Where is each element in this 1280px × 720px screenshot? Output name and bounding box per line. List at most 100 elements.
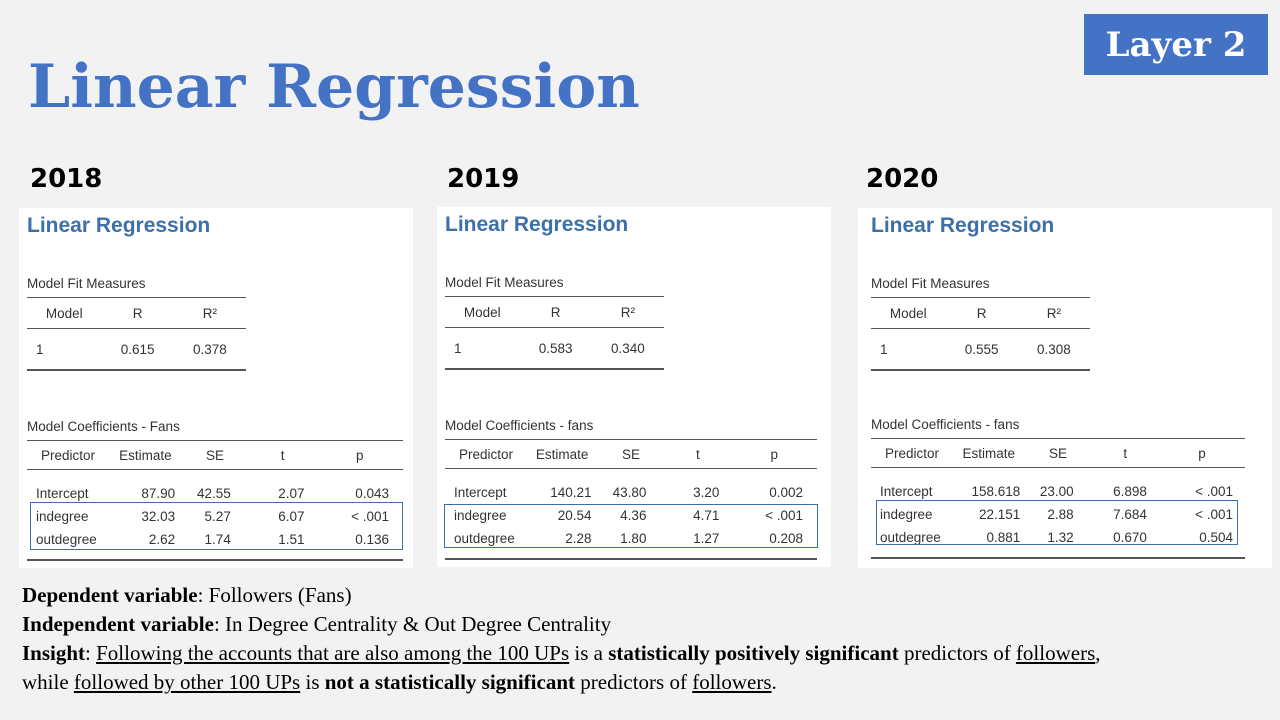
- coefficients-caption: Model Coefficients - fans: [871, 417, 1020, 432]
- header-t: t: [280, 447, 285, 463]
- insight-label: Insight: [22, 641, 86, 665]
- cell-r: 0.555: [964, 341, 999, 357]
- model-fit-caption: Model Fit Measures: [27, 276, 146, 291]
- cell-r: 0.583: [538, 340, 573, 356]
- cell-p: 0.043: [355, 486, 389, 501]
- insight-text: ,: [1095, 641, 1101, 665]
- table-row: Intercept 158.618 23.00 6.898 < .001: [871, 468, 1245, 504]
- regression-panel-2019: Linear Regression Model Fit Measures Mod…: [437, 207, 831, 567]
- cell-se: 43.80: [612, 485, 647, 500]
- cell-r2: 0.378: [192, 341, 227, 357]
- cell-p: < .001: [351, 509, 389, 524]
- header-r2: R²: [1046, 305, 1061, 321]
- table-row: indegree 22.151 2.88 7.684 < .001: [871, 503, 1245, 526]
- independent-variable-label: Independent variable: [22, 612, 214, 636]
- year-label-2019: 2019: [447, 164, 520, 194]
- cell-t: 1.51: [278, 532, 305, 547]
- cell-t: 6.07: [278, 509, 305, 524]
- insight-not-significant: not a statistically significant: [324, 670, 575, 694]
- cell-se: 2.88: [1047, 507, 1074, 522]
- header-t: t: [1123, 445, 1128, 461]
- cell-predictor: Intercept: [36, 486, 89, 501]
- cell-se: 1.74: [204, 532, 231, 547]
- cell-p: 0.208: [769, 531, 803, 546]
- insight-text: while: [22, 670, 74, 694]
- insight-text: is: [300, 670, 325, 694]
- coefficients-table: Predictor Estimate SE t p Intercept 140.…: [445, 439, 817, 560]
- header-predictor: Predictor: [459, 446, 514, 462]
- cell-predictor: outdegree: [36, 532, 97, 547]
- coefficients-table: Predictor Estimate SE t p Intercept 87.9…: [27, 440, 403, 561]
- cell-t: 7.684: [1113, 507, 1147, 522]
- header-estimate: Estimate: [962, 445, 1016, 461]
- table-row: outdegree 2.28 1.80 1.27 0.208: [445, 527, 817, 559]
- table-row: outdegree 2.62 1.74 1.51 0.136: [27, 528, 403, 560]
- cell-se: 4.36: [620, 508, 647, 523]
- cell-r2: 0.308: [1036, 341, 1071, 357]
- coefficients-caption: Model Coefficients - fans: [445, 418, 594, 433]
- cell-estimate: 2.62: [148, 532, 176, 547]
- insight-line-2: while followed by other 100 UPs is not a…: [22, 668, 1262, 697]
- cell-p: 0.136: [355, 532, 389, 547]
- cell-se: 23.00: [1039, 484, 1074, 499]
- model-fit-table: Model R R² 1 0.555 0.308: [871, 297, 1090, 371]
- notes-block: Dependent variable: Followers (Fans) Ind…: [22, 581, 1262, 697]
- insight-following-phrase: Following the accounts that are also amo…: [96, 641, 570, 665]
- header-r2: R²: [202, 305, 217, 321]
- cell-estimate: 2.28: [565, 531, 592, 546]
- cell-estimate: 20.54: [557, 508, 592, 523]
- cell-predictor: outdegree: [454, 531, 515, 546]
- cell-p: 0.504: [1199, 530, 1233, 545]
- cell-estimate: 140.21: [550, 485, 592, 500]
- cell-p: 0.002: [769, 485, 803, 500]
- header-r: R: [550, 304, 561, 320]
- cell-predictor: indegree: [880, 507, 933, 522]
- header-se: SE: [205, 447, 224, 463]
- cell-se: 5.27: [204, 509, 231, 524]
- cell-t: 6.898: [1113, 484, 1147, 499]
- cell-estimate: 0.881: [986, 530, 1021, 545]
- layer-badge: Layer 2: [1084, 14, 1268, 75]
- dependent-variable-label: Dependent variable: [22, 583, 198, 607]
- cell-r: 0.615: [120, 341, 155, 357]
- independent-variable-line: Independent variable: In Degree Centrali…: [22, 610, 1262, 639]
- header-r2: R²: [620, 304, 635, 320]
- dependent-variable-line: Dependent variable: Followers (Fans): [22, 581, 1262, 610]
- model-fit-table: Model R R² 1 0.615 0.378: [27, 297, 246, 371]
- header-r: R: [976, 305, 987, 321]
- table-row: indegree 32.03 5.27 6.07 < .001: [27, 505, 403, 528]
- header-se: SE: [1048, 445, 1067, 461]
- coefficients-table: Predictor Estimate SE t p Intercept 158.…: [871, 438, 1245, 559]
- dependent-variable-value: : Followers (Fans): [197, 583, 352, 607]
- insight-text: predictors of: [575, 670, 693, 694]
- cell-p: < .001: [1195, 507, 1233, 522]
- insight-text: is a: [569, 641, 609, 665]
- header-model: Model: [463, 304, 501, 320]
- header-p: p: [770, 446, 778, 462]
- cell-predictor: indegree: [36, 509, 89, 524]
- page-title: Linear Regression: [28, 52, 640, 122]
- header-se: SE: [621, 446, 640, 462]
- cell-model: 1: [454, 340, 462, 356]
- header-predictor: Predictor: [41, 447, 96, 463]
- table-row: Intercept 140.21 43.80 3.20 0.002: [445, 469, 817, 505]
- header-t: t: [696, 446, 700, 462]
- cell-estimate: 158.618: [971, 484, 1021, 499]
- cell-p: < .001: [765, 508, 803, 523]
- cell-t: 2.07: [278, 486, 305, 501]
- panel-title: Linear Regression: [27, 214, 211, 237]
- insight-followed-phrase: followed by other 100 UPs: [73, 670, 301, 694]
- insight-text: predictors of: [898, 641, 1016, 665]
- cell-t: 4.71: [693, 508, 720, 523]
- coefficients-caption: Model Coefficients - Fans: [27, 419, 180, 434]
- cell-estimate: 87.90: [141, 486, 176, 501]
- independent-variable-value: : In Degree Centrality & Out Degree Cent…: [213, 612, 612, 636]
- cell-model: 1: [880, 341, 888, 357]
- header-estimate: Estimate: [119, 447, 172, 463]
- cell-t: 3.20: [693, 485, 720, 500]
- model-fit-caption: Model Fit Measures: [445, 275, 564, 290]
- cell-model: 1: [36, 341, 44, 357]
- insight-text: .: [771, 670, 777, 694]
- model-fit-caption: Model Fit Measures: [871, 276, 990, 291]
- cell-se: 1.32: [1047, 530, 1074, 545]
